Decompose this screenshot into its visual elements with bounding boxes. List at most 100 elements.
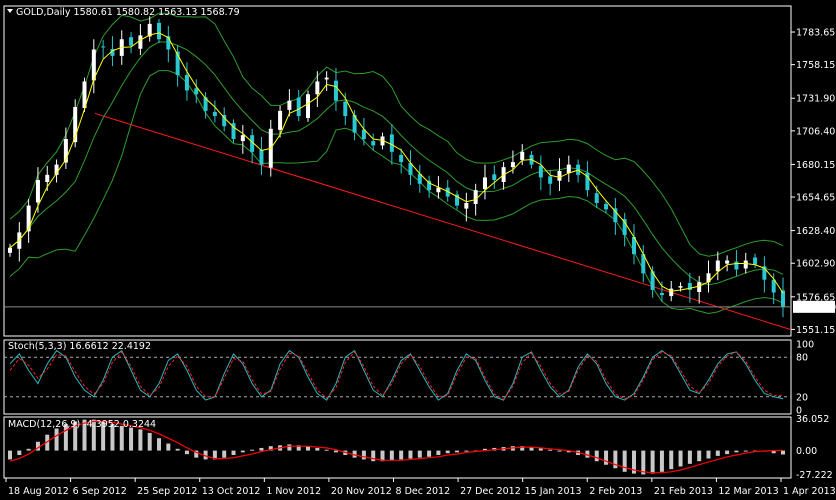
candle-body [520,151,525,160]
macd-histogram-bar [734,450,739,453]
candle-body [259,149,264,165]
candle-body [352,114,357,133]
candle-body [706,273,711,283]
macd-tick-label: 36.052 [796,414,829,425]
candle-body [175,51,180,76]
macd-histogram-bar [250,449,255,451]
macd-histogram-bar [110,424,115,451]
candle-body [166,36,171,50]
candle-body [659,293,664,296]
macd-histogram-bar [26,448,31,451]
candle-body [212,111,217,116]
candle-body [306,94,311,119]
macd-histogram-bar [333,450,338,453]
candle-body [380,136,385,146]
price-tick-label: 1783.65 [796,28,835,39]
date-tick-label: 27 Dec 2012 [460,486,521,497]
macd-histogram-bar [585,450,590,458]
candle-body [687,283,692,290]
candle-body [436,187,441,193]
candle-body [650,271,655,290]
date-tick-label: 18 Aug 2012 [8,486,69,497]
macd-histogram-bar [408,450,413,459]
candle-body [678,286,683,288]
macd-histogram-bar [35,441,40,451]
candle-body [538,165,543,178]
candle-body [361,129,366,140]
macd-histogram-bar [17,450,22,456]
macd-histogram-bar [184,450,189,455]
candle-body [510,162,515,168]
macd-histogram-bar [259,447,264,451]
macd-histogram-bar [659,450,664,472]
candle-body [473,190,478,204]
trend-line [94,112,792,331]
date-tick-label: 25 Sep 2012 [137,486,197,497]
macd-histogram-bar [147,432,152,451]
macd-histogram-bar [520,446,525,451]
macd-histogram-bar [678,450,683,467]
dropdown-arrow-icon[interactable] [7,9,13,13]
candle-body [73,107,78,143]
candle-body [371,141,376,146]
macd-histogram-bar [529,447,534,451]
candle-body [315,81,320,95]
candle-body [641,254,646,274]
macd-histogram-bar [268,446,273,451]
price-tick-label: 1731.90 [796,94,835,105]
candle-body [138,35,143,49]
macd-histogram-bar [175,448,180,451]
candle-body [427,180,432,191]
candle-body [324,77,329,80]
stochastic-header: Stoch(5,3,3) 16.6612 22.4192 [8,341,151,352]
macd-histogram-bar [464,450,469,452]
macd-histogram-bar [427,450,432,457]
macd-histogram-bar [73,421,78,451]
price-tick-label: 1706.40 [796,126,835,137]
price-header: GOLD,Daily 1580.61 1580.82 1563.13 1568.… [16,7,240,18]
candle-body [194,88,199,95]
macd-histogram-bar [222,450,227,458]
candle-body [82,81,87,109]
candle-body [464,202,469,209]
macd-histogram-bar [482,448,487,451]
candle-body [697,282,702,292]
macd-histogram-bar [725,450,730,455]
macd-histogram-bar [706,450,711,459]
stochastic-signal-line [9,351,784,401]
macd-signal-line [9,420,784,474]
macd-histogram-bar [631,450,636,474]
macd-histogram-bar [566,450,571,453]
candle-body [54,164,59,175]
macd-panel-frame [3,416,792,479]
macd-histogram-bar [399,450,404,460]
date-tick-label: 15 Jan 2013 [525,486,582,497]
candle-body [91,49,96,81]
macd-histogram-bar [8,450,12,460]
price-tick-label: 1758.15 [796,60,835,71]
macd-histogram-bar [324,449,329,451]
macd-histogram-bar [445,450,450,454]
candle-body [240,135,245,142]
last-price-label: 1568.79 [797,302,836,313]
candle-body [594,193,599,203]
price-panel-frame [3,5,792,337]
candle-body [45,174,50,182]
candle-body [129,37,134,46]
candle-body [389,134,394,152]
date-tick-label: 2 Feb 2013 [589,486,642,497]
candle-body [715,260,720,272]
candle-body [184,75,189,91]
macd-histogram-bar [538,447,543,451]
date-tick-label: 6 Sep 2012 [73,486,127,497]
macd-histogram-bar [203,450,208,460]
candle-body [585,172,590,191]
stochastic-tick-label: 80 [796,353,808,364]
price-tick-label: 1602.90 [796,259,835,270]
stochastic-main-line [9,349,784,401]
date-tick-label: 1 Apr 2013 [783,486,836,497]
candle-body [604,204,609,210]
candle-body [333,80,338,101]
candle-body [408,163,413,175]
candle-body [455,194,460,206]
